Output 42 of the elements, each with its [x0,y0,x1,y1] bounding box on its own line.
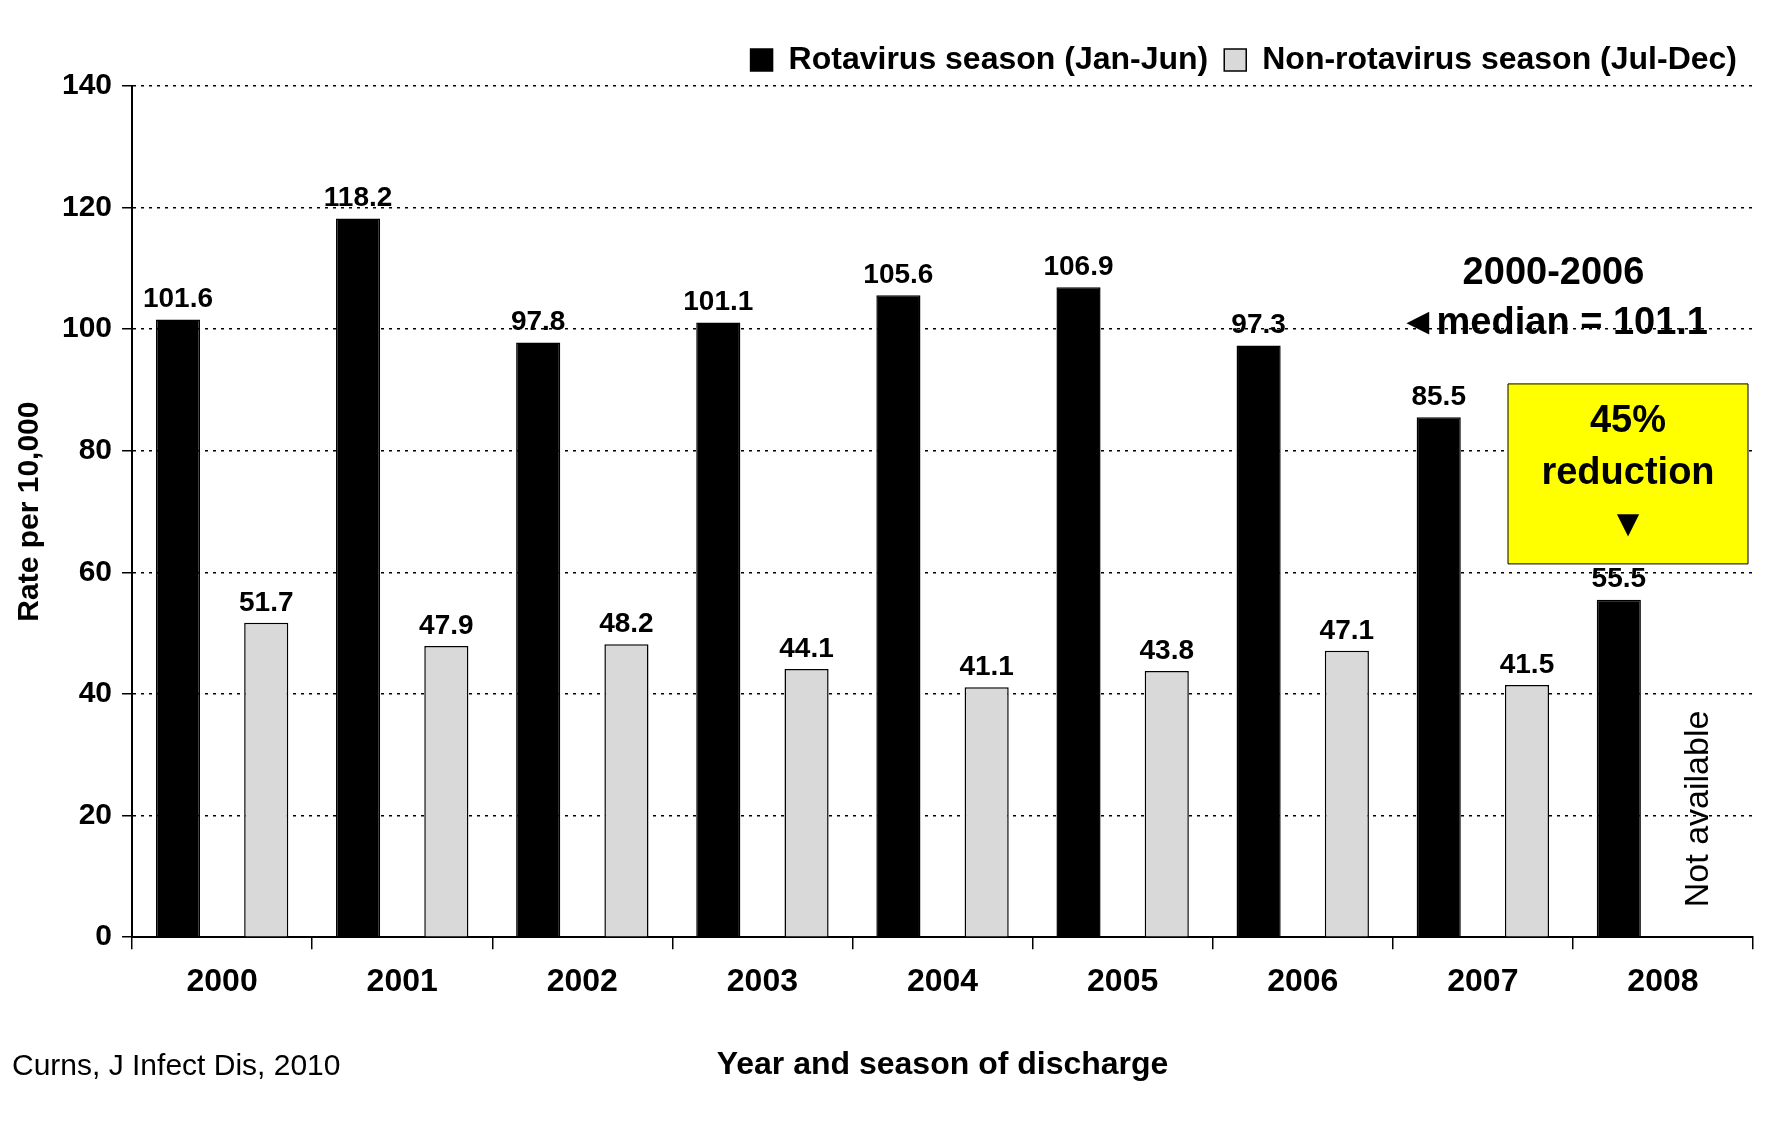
legend-label: Rotavirus season (Jan-Jun) [788,39,1209,76]
data-label: 41.5 [1499,647,1555,679]
data-label: 106.9 [1043,249,1114,281]
x-axis-title: Year and season of discharge [716,1044,1169,1081]
data-label: 41.1 [959,650,1014,682]
data-label: 44.1 [779,631,834,663]
data-label: 55.5 [1591,562,1647,594]
data-label: 85.5 [1411,380,1466,412]
y-tick-label: 40 [78,675,113,709]
text: Curns, J Infect Dis, 2010 [12,1048,341,1082]
x-tick-label: 2005 [1087,962,1159,999]
data-label: 118.2 [323,181,393,213]
y-tick-label: 60 [78,553,113,587]
data-label: 101.6 [142,282,214,314]
annotation: Not available [1677,710,1716,908]
legend-label: Non-rotavirus season (Jul-Dec) [1262,39,1737,76]
x-tick-label: 2000 [186,962,258,999]
y-tick-label: 140 [61,67,113,101]
data-label: 47.9 [419,608,474,640]
y-tick-label: 80 [78,432,113,466]
x-tick-label: 2002 [546,962,618,999]
y-tick-label: 20 [78,796,113,830]
data-label: 47.1 [1319,613,1375,645]
data-label: 48.2 [599,606,654,638]
x-tick-label: 2008 [1627,962,1699,999]
x-tick-label: 2006 [1267,962,1339,999]
x-tick-label: 2004 [906,962,979,999]
x-tick-label: 2007 [1447,962,1519,999]
y-axis-title: Rate per 10,000 [11,401,45,622]
annotation: 2000-2006 ◄median = 101.1 [1398,249,1708,342]
annotation: 45% reduction ▼ [1541,398,1715,545]
data-label: 43.8 [1139,633,1195,665]
x-tick-label: 2003 [726,962,799,999]
data-label: 51.7 [238,585,294,617]
data-label: 97.3 [1231,308,1286,340]
y-tick-label: 120 [61,188,113,222]
data-label: 105.6 [863,257,934,289]
y-tick-label: 100 [61,310,113,344]
x-tick-label: 2001 [366,962,438,999]
y-tick-label: 0 [95,918,113,952]
data-label: 97.8 [510,305,566,337]
data-label: 101.1 [683,285,754,317]
